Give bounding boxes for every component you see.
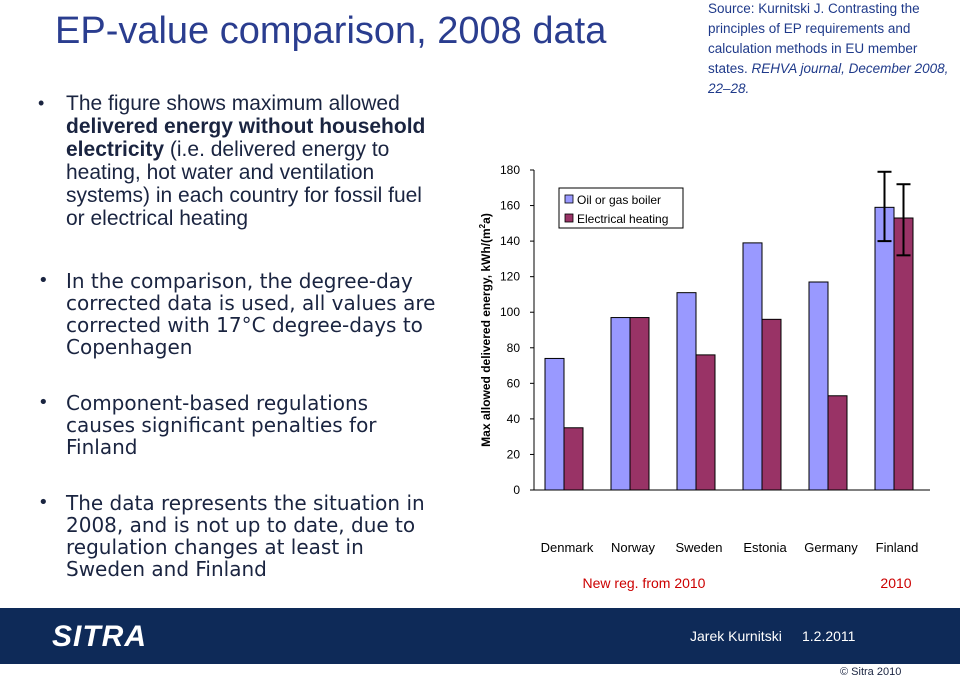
bullet-1-text-post: (i.e. delivered energy to heating, hot w… [66, 138, 422, 230]
footer-author: Jarek Kurnitski [690, 628, 782, 644]
copyright-notice: © Sitra 2010 [840, 666, 902, 678]
y-tick-label: 40 [507, 412, 521, 426]
bullet-list: The figure shows maximum allowed deliver… [38, 92, 438, 580]
sitra-logo: SITRA [52, 620, 147, 652]
y-tick-label: 120 [500, 270, 520, 284]
bullet-component-based: Component-based regulations causes signi… [38, 392, 438, 458]
legend-swatch-electric [564, 213, 574, 223]
y-tick-label: 0 [513, 483, 520, 497]
x-tick-label: Finland [876, 540, 919, 555]
y-axis-title-main: Max allowed delivered energy, kWh/(m [479, 228, 493, 447]
y-tick-label: 100 [500, 305, 520, 319]
y-tick-label: 140 [500, 234, 520, 248]
bar-electric-finland [893, 217, 914, 491]
bar-electric-estonia [761, 318, 782, 491]
x-tick-label: Norway [611, 540, 656, 555]
x-tick-label: Germany [804, 540, 858, 555]
y-axis-title: Max allowed delivered energy, kWh/(m2a) [478, 213, 493, 447]
y-axis-title-sup: 2 [478, 223, 487, 228]
y-tick-label: 160 [500, 199, 520, 213]
delivered-energy-chart: 0 20 40 60 80 100 120 140 160 180 Max allowed del… [478, 163, 930, 591]
new-reg-annotation: New reg. from 2010 [583, 575, 706, 591]
bullet-figure-description: The figure shows maximum allowed deliver… [38, 92, 438, 230]
bullet-data-situation: The data represents the situation in 200… [38, 492, 438, 580]
bar-electric-germany [827, 395, 848, 491]
finland-2010-annotation: 2010 [880, 575, 911, 591]
legend-box [558, 187, 684, 229]
source-plain: Source: Kurnitski J. Contrasting the pri… [708, 1, 920, 76]
footer-bar: SITRA Jarek Kurnitski 1.2.2011 [0, 608, 960, 664]
sitra-logo-text: SITRA [52, 620, 147, 652]
legend-swatch-oil [564, 194, 574, 204]
x-tick-label: Estonia [743, 540, 787, 555]
y-tick-label: 60 [507, 376, 521, 390]
bullet-1-text-bold: delivered energy without household elect… [66, 115, 426, 161]
source-citation: Source: Kurnitski J. Contrasting the pri… [708, 0, 958, 99]
bullet-1-text-pre: The figure shows maximum allowed [66, 92, 400, 115]
bullet-degree-day: In the comparison, the degree-day correc… [38, 270, 438, 358]
bar-electric-denmark [563, 427, 584, 491]
source-journal: REHVA journal, December 2008, 22–28. [708, 61, 949, 96]
bar-electric-sweden [695, 354, 716, 491]
chart-legend: Oil or gas boiler Electrical heating [558, 187, 684, 229]
y-tick-label: 20 [507, 447, 521, 461]
y-tick-label: 180 [500, 163, 520, 177]
bar-oil-estonia [742, 242, 763, 491]
bar-oil-norway [610, 317, 631, 491]
bar-oil-sweden [676, 292, 697, 491]
bar-electric-norway [629, 317, 650, 491]
y-axis-title-end: a) [479, 213, 493, 224]
legend-label-electric: Electrical heating [577, 212, 668, 226]
x-tick-label: Denmark [541, 540, 594, 555]
bar-oil-finland [874, 206, 895, 491]
slide-title: EP-value comparison, 2008 data [55, 10, 607, 52]
x-tick-label: Sweden [676, 540, 723, 555]
legend-label-oil: Oil or gas boiler [577, 193, 661, 207]
footer-date: 1.2.2011 [802, 628, 856, 644]
bar-oil-germany [808, 281, 829, 491]
bar-oil-denmark [544, 357, 565, 491]
y-tick-label: 80 [507, 341, 521, 355]
